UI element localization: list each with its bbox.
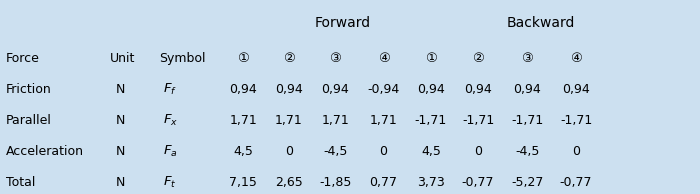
Text: N: N [116,145,125,158]
Text: -4,5: -4,5 [515,145,539,158]
Text: Total: Total [6,176,35,189]
Text: 1,71: 1,71 [230,114,257,127]
Text: 7,15: 7,15 [230,176,257,189]
Text: -0,94: -0,94 [368,83,400,96]
Text: Forward: Forward [315,16,371,30]
Text: $\mathit{F}_{t}$: $\mathit{F}_{t}$ [163,175,176,190]
Text: Parallel: Parallel [6,114,52,127]
Text: -0,77: -0,77 [560,176,592,189]
Text: 0: 0 [572,145,580,158]
Text: -5,27: -5,27 [511,176,543,189]
Text: Backward: Backward [507,16,575,30]
Text: Symbol: Symbol [160,52,206,65]
Text: Friction: Friction [6,83,51,96]
Text: -1,71: -1,71 [414,114,447,127]
Text: -4,5: -4,5 [323,145,347,158]
Text: 0,94: 0,94 [417,83,444,96]
Text: ①: ① [425,52,437,65]
Text: $\mathit{F}_{x}$: $\mathit{F}_{x}$ [163,113,179,128]
Text: ④: ④ [570,52,582,65]
Text: 1,71: 1,71 [370,114,398,127]
Text: N: N [116,176,125,189]
Text: 0,94: 0,94 [321,83,349,96]
Text: -1,71: -1,71 [511,114,543,127]
Text: -1,85: -1,85 [319,176,351,189]
Text: 1,71: 1,71 [321,114,349,127]
Text: -0,77: -0,77 [462,176,494,189]
Text: ①: ① [237,52,249,65]
Text: $\mathit{F}_{a}$: $\mathit{F}_{a}$ [163,144,178,159]
Text: Force: Force [6,52,39,65]
Text: 0,94: 0,94 [562,83,590,96]
Text: -1,71: -1,71 [560,114,592,127]
Text: 2,65: 2,65 [275,176,302,189]
Text: 4,5: 4,5 [233,145,253,158]
Text: ③: ③ [522,52,533,65]
Text: 0,94: 0,94 [464,83,492,96]
Text: N: N [116,83,125,96]
Text: 0: 0 [379,145,388,158]
Text: Unit: Unit [110,52,135,65]
Text: ②: ② [473,52,484,65]
Text: N: N [116,114,125,127]
Text: ③: ③ [330,52,341,65]
Text: 0,94: 0,94 [275,83,302,96]
Text: 4,5: 4,5 [421,145,441,158]
Text: 0,77: 0,77 [370,176,398,189]
Text: -1,71: -1,71 [462,114,494,127]
Text: 0,94: 0,94 [230,83,257,96]
Text: 0: 0 [285,145,293,158]
Text: ②: ② [283,52,295,65]
Text: 0,94: 0,94 [513,83,541,96]
Text: $\mathit{F}_{f}$: $\mathit{F}_{f}$ [163,82,177,97]
Text: ④: ④ [378,52,389,65]
Text: 3,73: 3,73 [417,176,444,189]
Text: 1,71: 1,71 [275,114,302,127]
Text: 0: 0 [474,145,482,158]
Text: Acceleration: Acceleration [6,145,83,158]
